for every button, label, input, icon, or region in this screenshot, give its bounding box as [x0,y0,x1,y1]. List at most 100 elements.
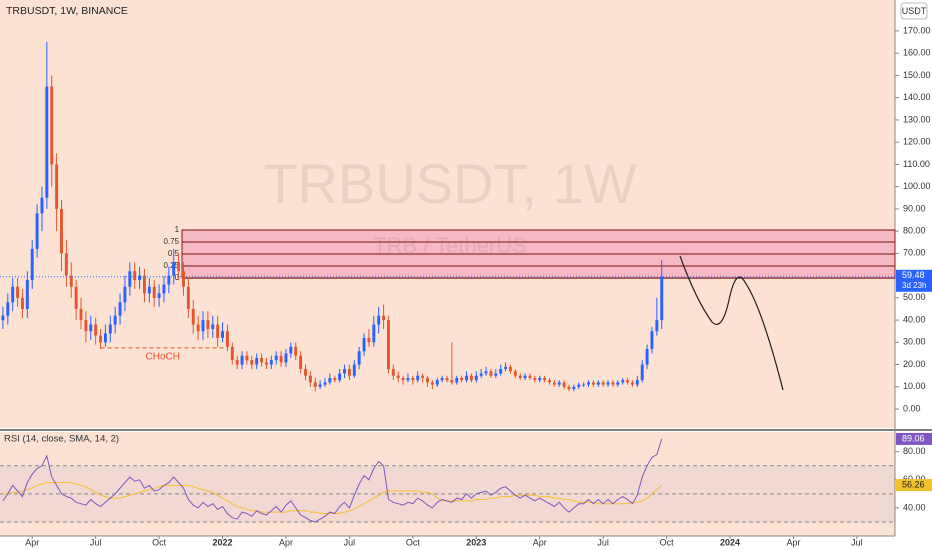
candle-body [630,382,634,385]
candle-body [108,324,112,334]
fib-label: 0.75 [163,237,179,246]
rsi-y-tick-label: 80.00 [903,446,926,456]
candle-body [411,377,415,381]
watermark-subtitle: TRB / TetherUS [373,233,527,258]
candle-body [123,286,127,303]
fib-label: 0.25 [163,261,179,270]
candle-body [60,208,63,254]
candle-body [582,384,586,386]
candle-body [606,382,610,385]
candle-body [435,380,439,385]
candle-body [621,380,625,383]
candle-body [294,346,298,356]
candle-body [660,276,664,321]
candle-body [172,262,176,276]
candle-body [645,349,649,365]
candle-body [567,386,571,390]
choch-label: CHoCH [146,352,180,363]
candle-body [289,346,293,354]
x-tick-label: 2022 [213,537,233,547]
candle-body [460,377,464,381]
price-pane [0,0,895,428]
candle-body [528,375,532,378]
y-tick-label: 70.00 [903,248,926,258]
rsi-last-box [896,479,932,492]
rsi-last-box [896,432,932,445]
candle-body [591,382,595,385]
candle-body [191,308,195,325]
candle-body [474,375,478,381]
candle-body [74,286,78,309]
y-tick-label: 10.00 [903,381,926,391]
candle-body [250,360,254,365]
candle-body [308,375,312,383]
countdown: 3d 23h [902,281,926,290]
candle-body [548,380,551,383]
candle-body [323,382,327,385]
candle-body [533,377,537,381]
y-tick-label: 40.00 [903,314,926,324]
candle-body [45,86,49,198]
candle-body [142,275,146,294]
candle-body [518,375,522,378]
candle-body [333,377,337,381]
candle-body [94,324,98,336]
candle-body [299,355,303,370]
candle-body [196,324,200,332]
candle-body [30,248,34,281]
candle-body [230,346,234,361]
candle-body [211,324,215,330]
candle-body [513,371,517,376]
candle-body [147,286,151,294]
x-tick-label: Apr [25,537,39,547]
candle-body [640,364,644,381]
y-tick-label: 110.00 [903,159,930,169]
rsi-pane [0,432,895,536]
candle-body [416,375,420,381]
candle-body [426,377,429,383]
candle-body [103,333,107,343]
fib-label: 0 [175,273,180,282]
x-tick-label: Jul [597,537,609,547]
candle-body [465,375,468,381]
candle-body [128,271,132,287]
candle-body [543,377,547,381]
x-tick-label: Oct [660,537,675,547]
candle-body [430,382,434,385]
candle-body [626,380,630,383]
candle-body [284,353,288,363]
last-price-box [896,269,932,292]
candle-body [79,308,83,321]
candle-body [201,320,205,332]
x-tick-label: 2023 [466,537,486,547]
candle-body [469,375,473,381]
candle-body [113,315,117,325]
x-tick-label: Apr [279,537,293,547]
candle-body [11,286,15,303]
candle-body [177,262,181,272]
candle-body [587,382,590,385]
candle-body [260,357,264,363]
candle-body [255,357,259,365]
candle-body [64,253,68,276]
candle-body [274,355,278,361]
candle-body [601,382,605,385]
candle-body [494,373,498,376]
x-tick-label: Jul [344,537,356,547]
y-tick-label: 130.00 [903,114,931,124]
candle-body [382,315,386,321]
x-tick-label: Apr [533,537,547,547]
y-tick-label: 90.00 [903,203,926,213]
candle-body [499,369,503,374]
candle-body [133,271,137,281]
rsi-sma-line [2,482,663,514]
candle-body [240,355,244,365]
candle-body [611,382,615,385]
candle-body [338,373,342,381]
candle-body [557,382,561,385]
projection-path [679,255,784,391]
x-tick-label: Oct [406,537,421,547]
candle-body [655,320,659,332]
candle-body [347,369,351,376]
